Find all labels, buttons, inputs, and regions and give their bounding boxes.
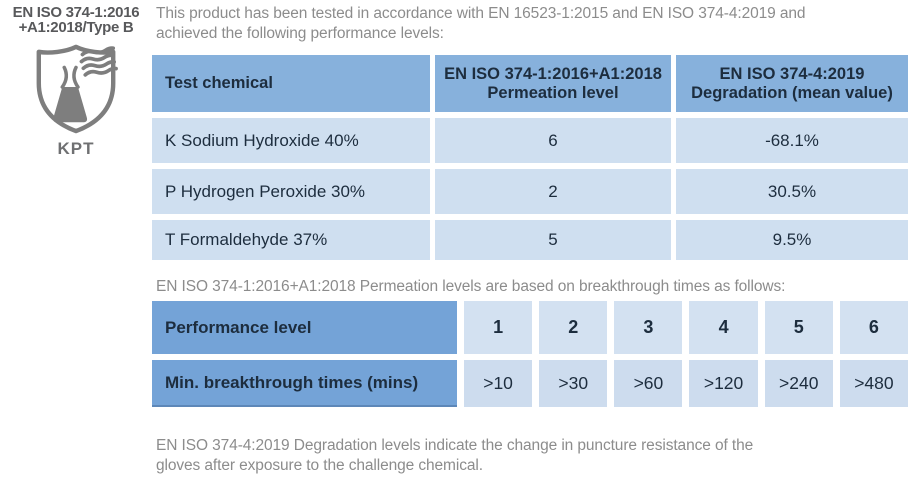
badge-code-label: KPT xyxy=(57,139,95,158)
table-row-chemical: P Hydrogen Peroxide 30% xyxy=(152,169,430,214)
performance-level-value: 1 xyxy=(464,301,533,354)
badge-standard-label: EN ISO 374-1:2016 +A1:2018/Type B xyxy=(12,4,140,36)
table-row-degradation: -68.1% xyxy=(676,118,908,163)
table-row-permeation: 5 xyxy=(435,220,671,260)
breakthrough-time-value: >30 xyxy=(539,360,608,407)
table-row-chemical: K Sodium Hydroxide 40% xyxy=(152,118,430,163)
breakthrough-times-label: Min. breakthrough times (mins) xyxy=(152,360,457,407)
results-header-degradation: EN ISO 374-4:2019 Degradation (mean valu… xyxy=(676,55,908,112)
performance-levels-table: Performance level 1 2 3 4 5 6 Min. break… xyxy=(152,301,908,407)
chemical-flask-shield-icon xyxy=(36,44,118,134)
breakthrough-time-value: >60 xyxy=(614,360,683,407)
permeation-levels-note: EN ISO 374-1:2016+A1:2018 Permeation lev… xyxy=(156,278,786,295)
performance-level-value: 4 xyxy=(689,301,758,354)
certification-badge: EN ISO 374-1:2016 +A1:2018/Type B KPT xyxy=(0,0,152,170)
breakthrough-time-value: >120 xyxy=(689,360,758,407)
degradation-note: EN ISO 374-4:2019 Degradation levels ind… xyxy=(156,437,754,474)
table-row-chemical: T Formaldehyde 37% xyxy=(152,220,430,260)
performance-level-value: 5 xyxy=(764,301,833,354)
table-row-degradation: 9.5% xyxy=(676,220,908,260)
results-header-permeation: EN ISO 374-1:2016+A1:2018 Permeation lev… xyxy=(435,55,671,112)
intro-text: This product has been tested in accordan… xyxy=(156,5,806,42)
breakthrough-time-value: >240 xyxy=(764,360,833,407)
results-table: Test chemical EN ISO 374-1:2016+A1:2018 … xyxy=(152,55,908,260)
table-row-degradation: 30.5% xyxy=(676,169,908,214)
breakthrough-time-value: >480 xyxy=(839,360,908,407)
performance-level-value: 3 xyxy=(614,301,683,354)
performance-level-value: 6 xyxy=(839,301,908,354)
results-header-chemical: Test chemical xyxy=(152,55,430,112)
performance-level-value: 2 xyxy=(539,301,608,354)
table-row-permeation: 2 xyxy=(435,169,671,214)
table-row-permeation: 6 xyxy=(435,118,671,163)
performance-level-label: Performance level xyxy=(152,301,457,354)
breakthrough-time-value: >10 xyxy=(464,360,533,407)
main-content: This product has been tested in accordan… xyxy=(152,0,910,482)
